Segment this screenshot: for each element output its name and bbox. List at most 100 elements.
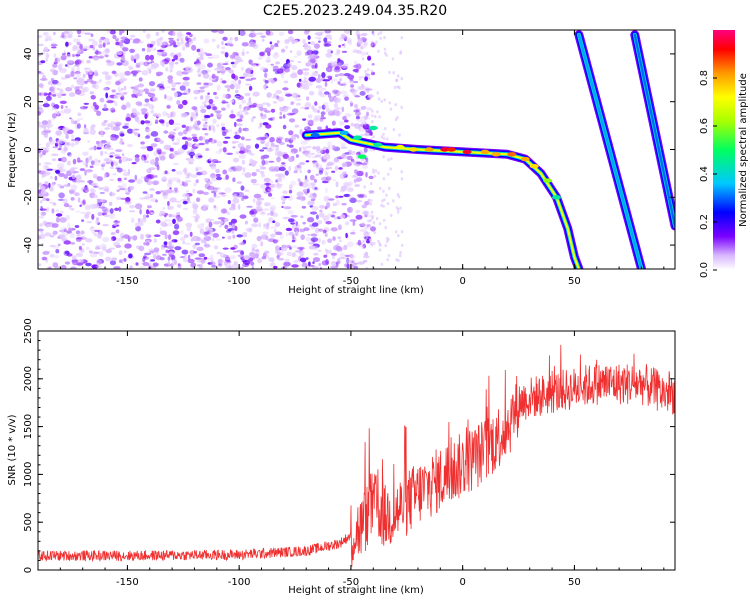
noise-speck: [250, 178, 257, 184]
noise-speck: [338, 121, 345, 126]
noise-speck: [399, 206, 402, 210]
noise-speck: [38, 53, 42, 57]
noise-speck: [165, 189, 174, 194]
noise-speck: [291, 71, 297, 76]
noise-speck: [400, 170, 404, 174]
noise-speck: [366, 89, 370, 94]
noise-speck: [67, 60, 75, 66]
noise-speck: [182, 99, 188, 106]
noise-speck: [97, 211, 103, 217]
noise-speck: [276, 156, 281, 163]
noise-speck: [72, 38, 81, 43]
noise-speck: [192, 123, 199, 129]
noise-speck: [152, 96, 158, 102]
noise-speck: [371, 109, 374, 113]
noise-speck: [351, 175, 359, 178]
noise-speck: [228, 221, 233, 225]
noise-speck: [68, 227, 73, 231]
noise-speck: [134, 203, 143, 210]
noise-speck: [172, 31, 176, 37]
noise-speck: [90, 95, 96, 100]
noise-speck: [151, 173, 155, 179]
noise-speck: [357, 261, 365, 265]
noise-speck: [185, 43, 191, 48]
noise-speck: [111, 89, 116, 93]
noise-speck: [155, 191, 161, 195]
noise-speck: [217, 70, 221, 74]
noise-speck: [220, 122, 226, 127]
noise-speck: [49, 68, 56, 73]
noise-speck: [38, 35, 43, 38]
noise-speck: [38, 162, 42, 166]
noise-speck: [341, 50, 348, 53]
noise-speck: [254, 252, 259, 259]
noise-speck: [360, 51, 367, 56]
noise-speck: [325, 66, 333, 73]
noise-speck: [212, 54, 220, 59]
noise-speck: [176, 221, 179, 225]
noise-speck: [95, 49, 99, 55]
noise-speck: [261, 173, 265, 177]
noise-speck: [266, 254, 270, 259]
noise-speck: [235, 123, 243, 127]
noise-speck: [90, 80, 97, 85]
noise-speck: [101, 166, 105, 171]
noise-speck: [265, 186, 272, 193]
noise-speck: [232, 193, 239, 199]
noise-speck: [319, 118, 324, 122]
noise-speck: [241, 66, 244, 71]
noise-speck: [298, 147, 302, 152]
noise-speck: [255, 168, 261, 173]
noise-speck: [38, 143, 42, 146]
noise-speck: [89, 252, 98, 258]
noise-speck: [139, 208, 142, 215]
noise-speck: [111, 236, 117, 242]
noise-speck: [290, 214, 298, 218]
noise-speck: [143, 88, 149, 92]
noise-speck: [233, 95, 240, 98]
noise-speck: [203, 82, 209, 86]
noise-speck: [196, 48, 201, 53]
noise-speck: [259, 122, 263, 128]
noise-speck: [260, 66, 266, 71]
noise-speck: [206, 95, 210, 99]
noise-speck: [281, 162, 286, 165]
noise-speck: [369, 219, 372, 223]
noise-speck: [291, 101, 295, 105]
noise-speck: [297, 178, 301, 182]
noise-speck: [279, 164, 287, 168]
noise-speck: [42, 198, 46, 201]
noise-speck: [44, 222, 51, 228]
noise-speck: [260, 234, 268, 240]
noise-speck: [314, 43, 320, 49]
noise-speck: [212, 118, 217, 124]
noise-speck: [320, 87, 327, 91]
noise-speck: [179, 236, 186, 241]
noise-speck: [269, 205, 277, 211]
noise-speck: [336, 258, 341, 265]
noise-speck: [138, 41, 144, 44]
noise-speck: [112, 173, 117, 176]
noise-speck: [254, 251, 261, 255]
noise-speck: [324, 233, 328, 237]
noise-speck: [153, 247, 160, 253]
noise-speck: [370, 42, 376, 48]
noise-speck: [349, 197, 357, 204]
noise-speck: [239, 266, 243, 269]
noise-speck: [239, 30, 246, 36]
noise-speck: [66, 230, 72, 234]
noise-speck: [93, 70, 98, 76]
noise-speck: [354, 169, 358, 174]
noise-speck: [202, 128, 208, 131]
noise-speck: [144, 177, 149, 183]
noise-speck: [132, 73, 137, 77]
noise-speck: [291, 239, 296, 243]
noise-speck: [72, 171, 80, 174]
noise-speck: [73, 189, 76, 195]
noise-speck: [207, 62, 213, 68]
noise-speck: [201, 222, 205, 226]
noise-speck: [323, 104, 330, 109]
noise-speck: [276, 151, 283, 157]
noise-speck: [224, 84, 232, 89]
noise-speck: [47, 119, 52, 125]
